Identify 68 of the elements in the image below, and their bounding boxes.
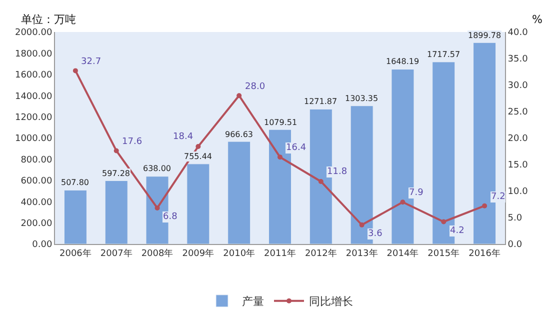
y2-tick-label: 30.0 xyxy=(508,81,528,92)
y-tick-label: 1400.00 xyxy=(14,92,52,102)
y-tick-label: 1800.00 xyxy=(14,49,52,60)
y2-tick-label: 20.0 xyxy=(508,134,528,144)
y2-tick-label: 10.0 xyxy=(508,187,528,198)
data-label: 11.8 xyxy=(327,167,348,177)
x-tick-label: 2015年 xyxy=(428,248,460,259)
data-label: 7.2 xyxy=(491,192,506,202)
data-label: 28.0 xyxy=(245,82,266,92)
x-tick-label: 2009年 xyxy=(182,248,214,259)
data-label: 597.28 xyxy=(102,169,130,178)
data-label: 1899.78 xyxy=(468,31,502,40)
point xyxy=(318,178,324,184)
data-label: 507.80 xyxy=(61,178,89,187)
data-label: 1303.35 xyxy=(345,94,378,103)
data-label: 1079.51 xyxy=(264,118,298,127)
data-label: 966.63 xyxy=(225,130,253,139)
y-tick-label: 1600.00 xyxy=(14,70,52,81)
data-label: 16.4 xyxy=(286,143,306,153)
data-label: 1648.19 xyxy=(386,57,420,66)
y2-tick-label: 25.0 xyxy=(508,108,528,118)
point xyxy=(400,200,406,205)
y-tick-label: 400.00 xyxy=(20,198,52,208)
x-tick-label: 2007年 xyxy=(100,248,132,259)
y-tick-label: 800.00 xyxy=(20,155,52,166)
point xyxy=(441,219,446,224)
y2-tick-label: 40.0 xyxy=(508,28,528,38)
x-tick-label: 2014年 xyxy=(386,248,419,259)
data-label: 1717.57 xyxy=(427,50,460,59)
point xyxy=(114,148,119,154)
point xyxy=(359,222,364,228)
y-tick-label: 1200.00 xyxy=(14,112,52,123)
y-tick-label: 1000.00 xyxy=(14,134,52,144)
data-label: 1271.87 xyxy=(304,97,338,106)
legend-label: 同比增长 xyxy=(309,295,353,308)
point xyxy=(236,93,242,98)
data-label: 755.44 xyxy=(184,152,212,161)
point xyxy=(278,154,282,160)
x-tick-label: 2010年 xyxy=(223,248,256,259)
point xyxy=(482,203,488,208)
data-label: 17.6 xyxy=(122,137,142,147)
y2-tick-label: 5.0 xyxy=(508,214,522,224)
point xyxy=(196,144,201,149)
x-tick-label: 2006年 xyxy=(59,248,92,259)
x-tick-label: 2011年 xyxy=(264,248,296,259)
y2-tick-label: 35.0 xyxy=(508,54,528,65)
y-tick-label: 600.00 xyxy=(20,176,52,187)
data-label: 18.4 xyxy=(173,132,194,142)
data-label: 7.9 xyxy=(409,188,424,198)
x-tick-label: 2012年 xyxy=(304,248,337,259)
x-tick-label: 2008年 xyxy=(141,248,174,259)
y-tick-label: 200.00 xyxy=(20,218,52,229)
data-label: 6.8 xyxy=(163,212,178,222)
data-label: 638.00 xyxy=(143,164,171,173)
data-label: 32.7 xyxy=(81,57,102,67)
y-axis-title: 单位：万吨 xyxy=(21,13,76,26)
legend-label: 产量 xyxy=(242,295,264,308)
data-label: 3.6 xyxy=(368,229,383,239)
point xyxy=(154,205,160,210)
y2-tick-label: 15.0 xyxy=(508,160,528,171)
y2-tick-label: 0.0 xyxy=(508,240,522,250)
data-label: 4.2 xyxy=(450,226,464,236)
y2-axis-title: % xyxy=(532,13,542,26)
x-tick-label: 2013年 xyxy=(346,248,378,259)
point xyxy=(72,68,78,74)
y-tick-label: 0.00 xyxy=(32,240,52,250)
y-tick-label: 2000.00 xyxy=(14,28,52,38)
x-tick-label: 2016年 xyxy=(468,248,501,259)
